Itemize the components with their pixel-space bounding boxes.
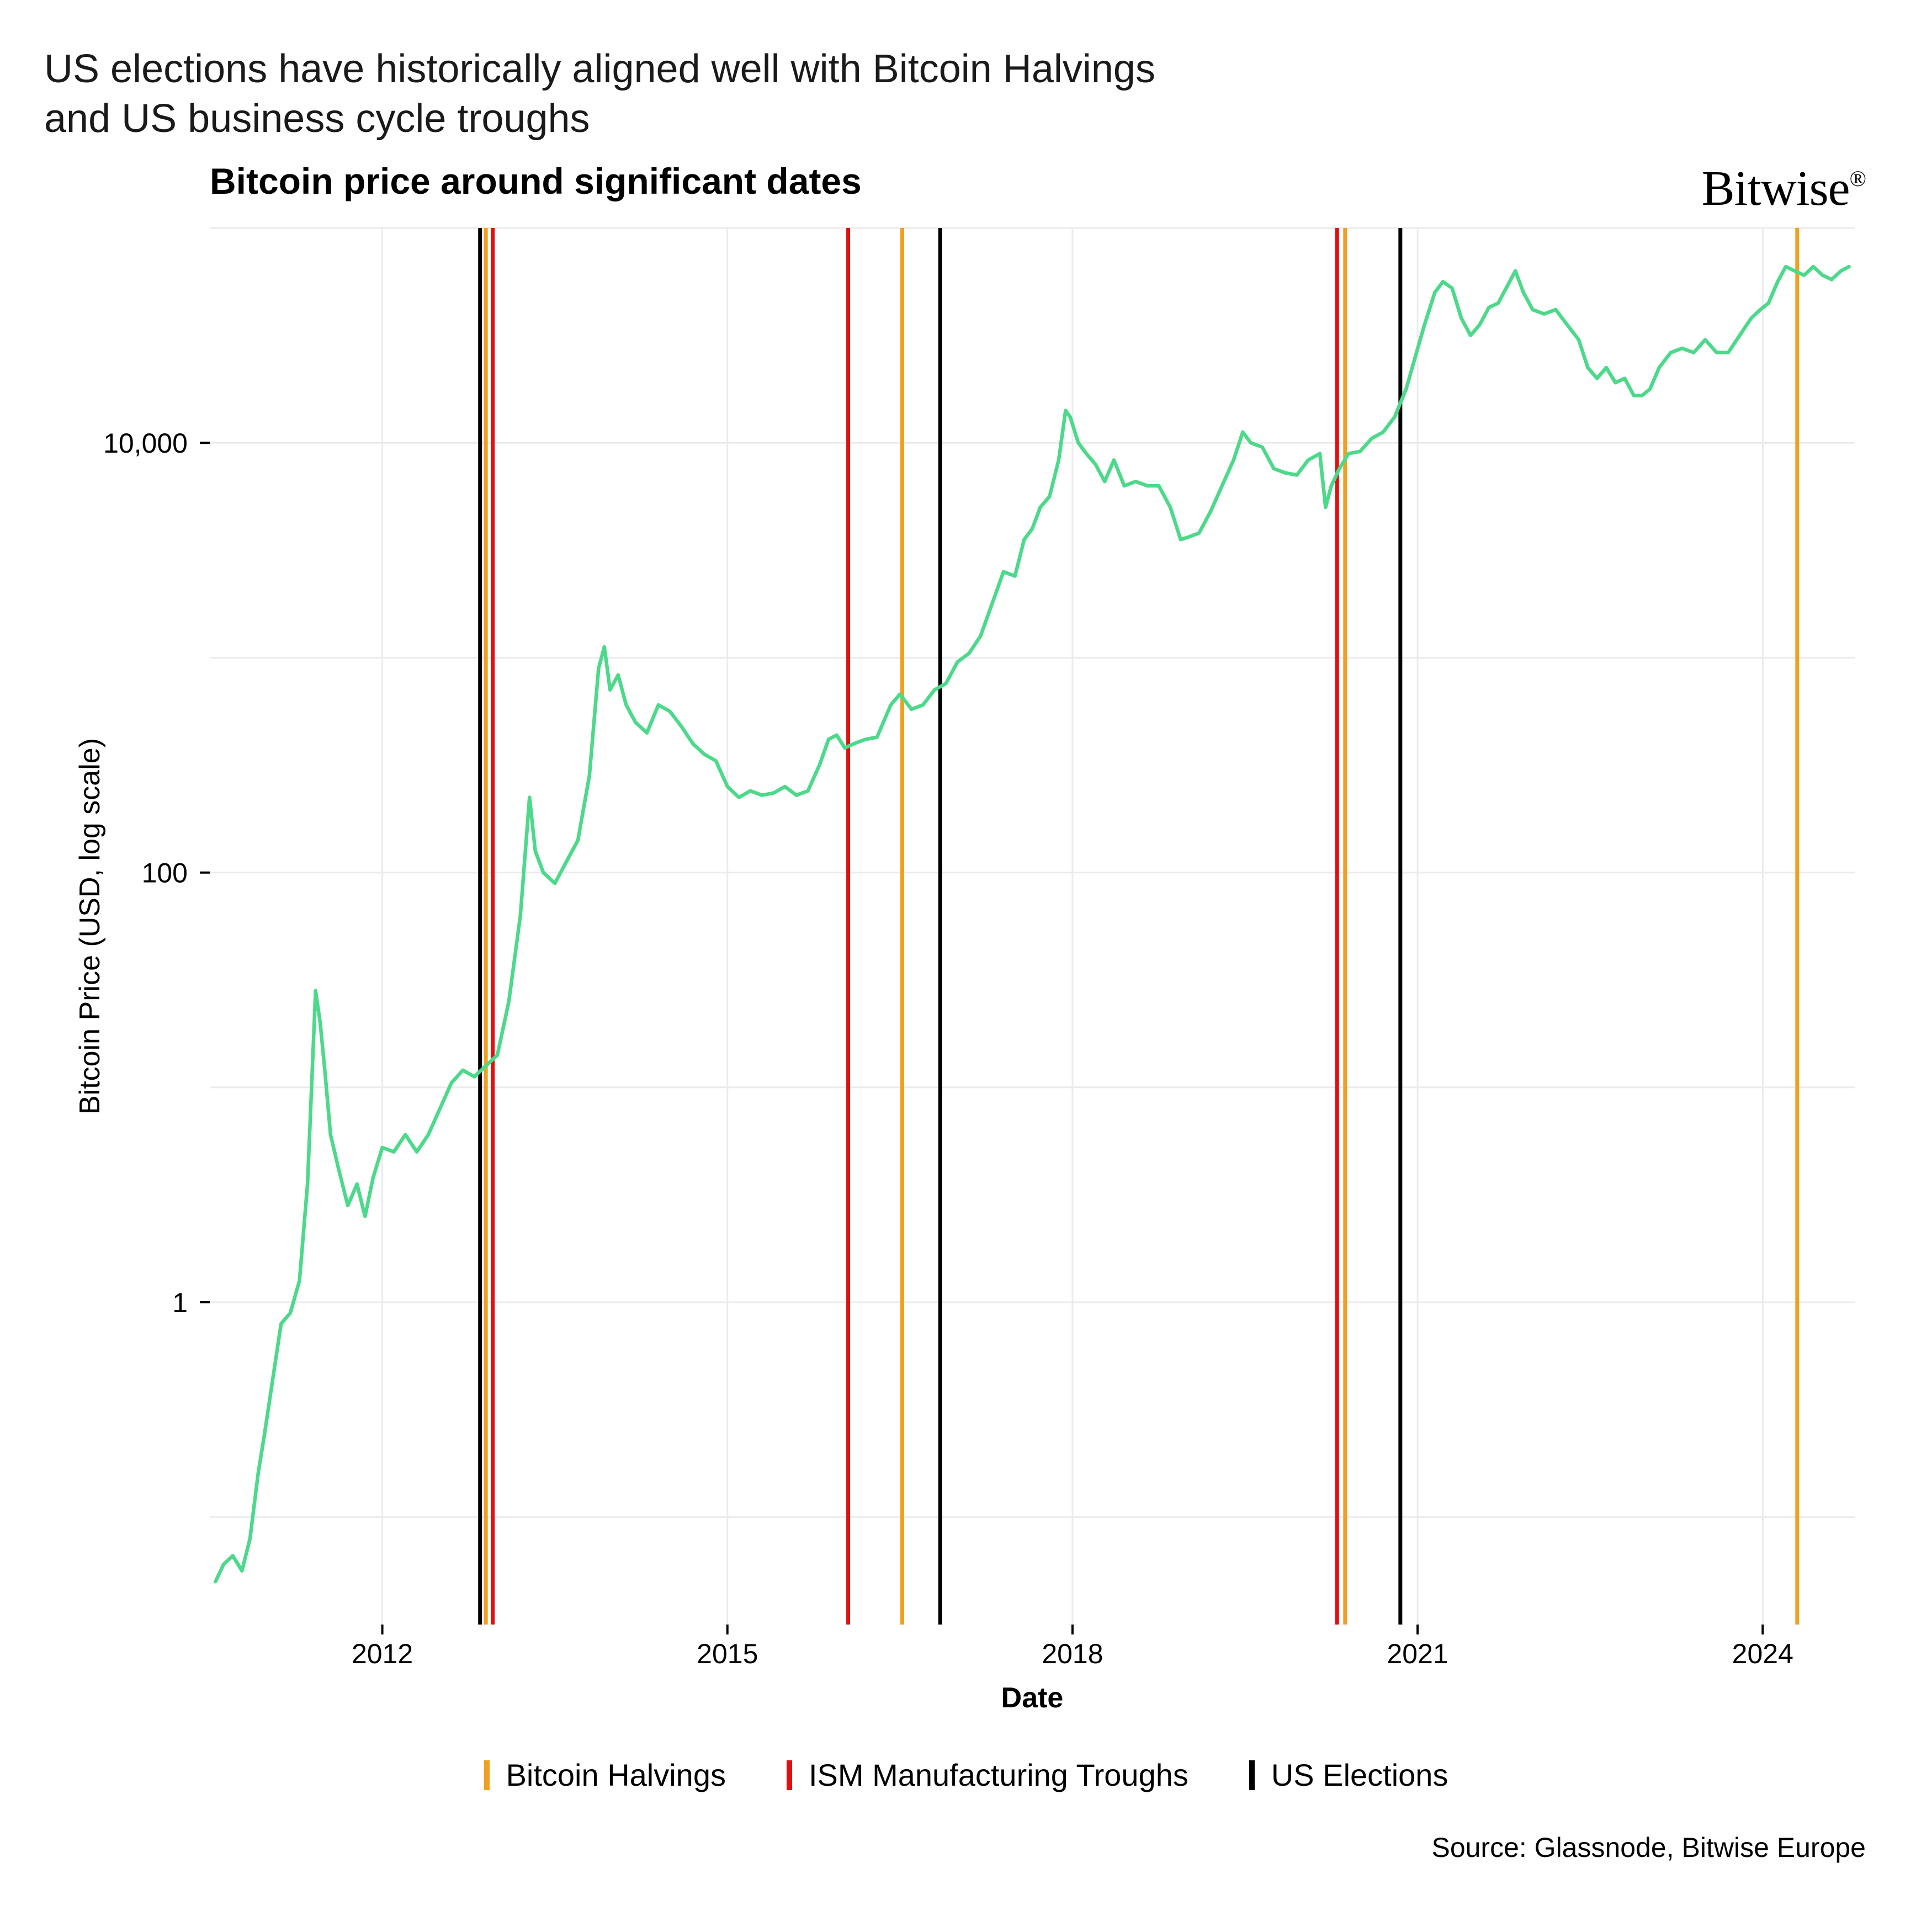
legend-swatch-halvings (484, 1760, 490, 1790)
svg-text:2018: 2018 (1042, 1638, 1103, 1669)
legend: Bitcoin Halvings ISM Manufacturing Troug… (44, 1757, 1888, 1793)
bitcoin-price-chart: 1 100 10,000 2012 2015 2018 2021 2024 Date Bitcoi… (44, 222, 1888, 1746)
svg-text:1: 1 (172, 1287, 188, 1318)
svg-text:2021: 2021 (1387, 1638, 1448, 1669)
source-attribution: Source: Glassnode, Bitwise Europe (44, 1832, 1888, 1864)
page-title: US elections have historically aligned w… (44, 44, 1888, 144)
chart-header-row: Bitcoin price around significant dates B… (44, 160, 1888, 217)
chart-wrapper: Bitcoin price around significant dates B… (44, 160, 1888, 1864)
title-line-2: and US business cycle troughs (44, 97, 590, 141)
chart-title: Bitcoin price around significant dates (210, 160, 862, 202)
brand-text: Bitwise (1702, 161, 1850, 216)
title-line-1: US elections have historically aligned w… (44, 47, 1155, 91)
svg-text:10,000: 10,000 (103, 428, 188, 459)
legend-label-ism: ISM Manufacturing Troughs (809, 1757, 1188, 1793)
svg-text:Bitcoin Price (USD, log scale): Bitcoin Price (USD, log scale) (74, 738, 106, 1114)
legend-label-halvings: Bitcoin Halvings (506, 1757, 726, 1793)
chart-page: US elections have historically aligned w… (0, 0, 1932, 1932)
svg-text:2024: 2024 (1732, 1638, 1793, 1669)
svg-text:2012: 2012 (352, 1638, 413, 1669)
brand-registered: ® (1850, 166, 1866, 191)
svg-text:100: 100 (142, 858, 188, 889)
svg-text:2015: 2015 (697, 1638, 758, 1669)
brand-logo: Bitwise® (1702, 160, 1866, 217)
legend-swatch-ism (787, 1760, 792, 1790)
legend-item-ism: ISM Manufacturing Troughs (787, 1757, 1188, 1793)
legend-swatch-elections (1249, 1760, 1255, 1790)
legend-item-halvings: Bitcoin Halvings (484, 1757, 726, 1793)
legend-item-elections: US Elections (1249, 1757, 1448, 1793)
svg-text:Date: Date (1001, 1682, 1064, 1714)
legend-label-elections: US Elections (1271, 1757, 1448, 1793)
